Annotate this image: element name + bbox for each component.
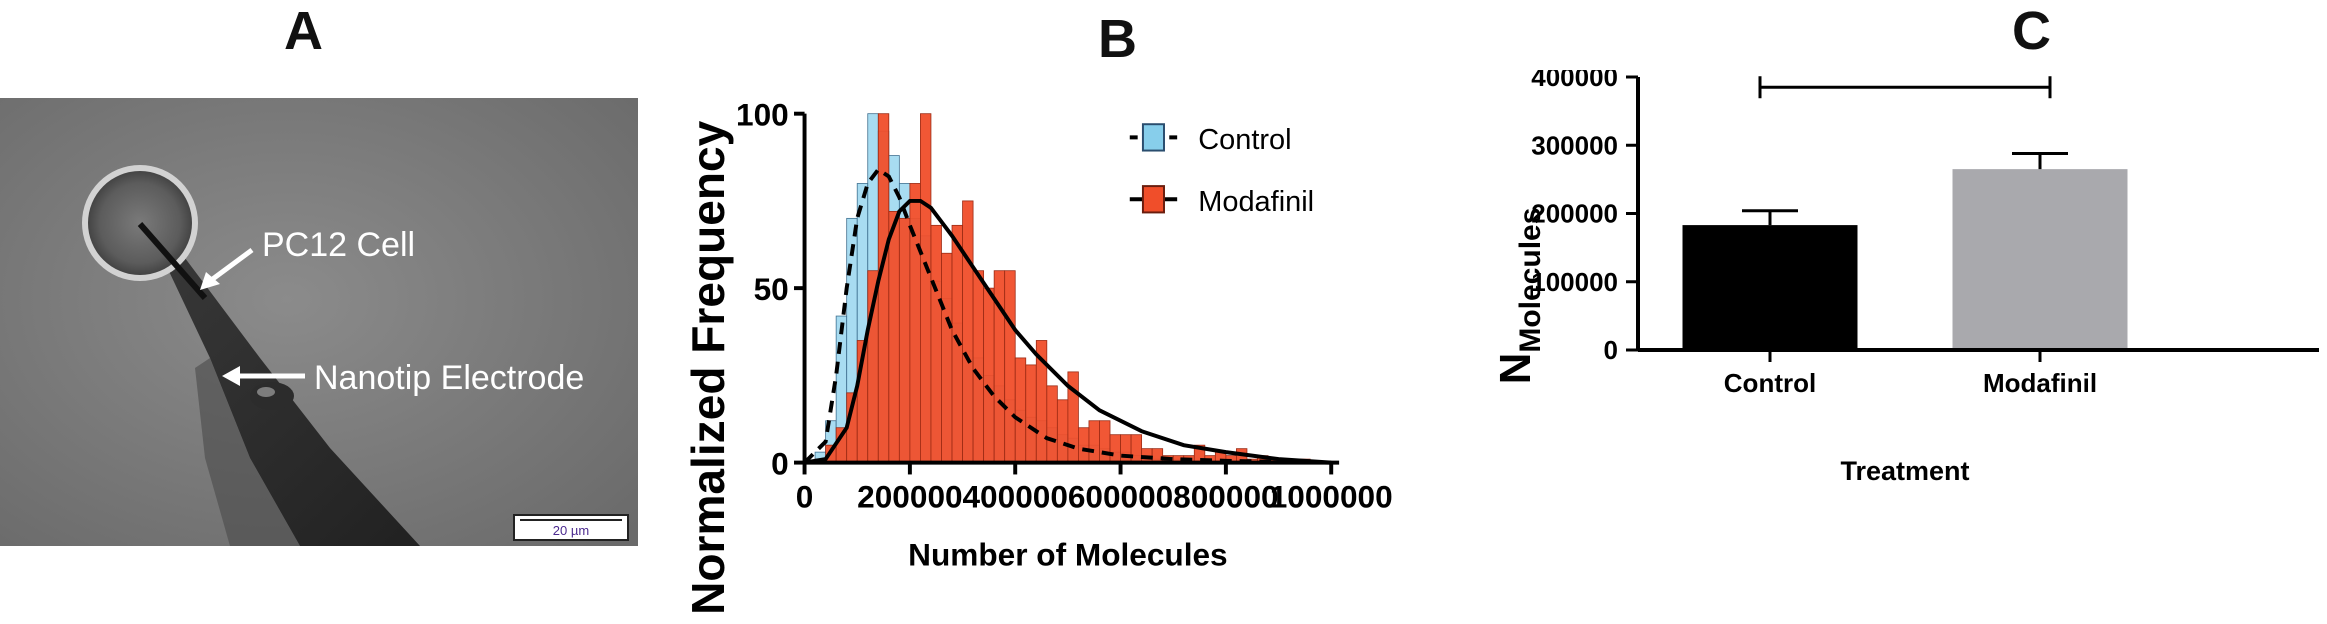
modafinil-bar — [888, 210, 900, 463]
nanotip-electrode — [140, 210, 420, 546]
modafinil-bar — [1120, 434, 1132, 463]
cell-arrow-head — [200, 272, 220, 290]
legend: Control Modafinil — [1129, 123, 1314, 218]
y-tick-label: 100 — [736, 97, 789, 133]
modafinil-bar — [1056, 399, 1069, 463]
y-tick-label: 400000 — [1531, 70, 1618, 92]
y-axis-title: NMolecules — [1491, 208, 1547, 385]
pc12-cell-body — [88, 171, 192, 275]
y-tick-label: 50 — [754, 271, 789, 307]
panel-label-a: A — [284, 1, 323, 61]
x-axis-title: Treatment — [1840, 456, 1969, 486]
electrode-tip — [137, 222, 208, 300]
x-tick-label: 800000 — [1173, 478, 1278, 514]
legend-modafinil-label: Modafinil — [1198, 186, 1314, 218]
x-axis-title: Number of Molecules — [908, 536, 1228, 572]
modafinil-bar — [877, 113, 890, 463]
modafinil-bar — [962, 200, 974, 463]
electrode-bulge — [250, 382, 294, 410]
electrode-shadow — [195, 358, 300, 546]
y-axis-title-subscript: Molecules — [1514, 208, 1547, 353]
y-tick-label: 100000 — [1531, 267, 1618, 297]
legend-modafinil-swatch — [1141, 185, 1165, 214]
x-tick-label: 600000 — [1068, 478, 1173, 514]
scale-bar-label: 20 µm — [553, 523, 589, 538]
modafinil-bar — [898, 217, 911, 463]
modafinil-bar — [1151, 448, 1164, 463]
x-tick-label: Modafinil — [1983, 368, 2097, 398]
electrode-arrow-head — [222, 366, 240, 386]
modafinil-bar — [983, 287, 995, 463]
modafinil-bar — [1078, 427, 1090, 463]
fit-curves — [803, 166, 1332, 465]
modafinil-bar — [1099, 420, 1111, 463]
modafinil-bar — [1004, 270, 1016, 463]
bar-group — [1682, 151, 2128, 350]
x-tick-label: Control — [1724, 368, 1816, 398]
modafinil-fit-curve — [804, 198, 1332, 465]
modafinil-bar — [1046, 385, 1058, 463]
y-axis-title-main: N — [1491, 353, 1540, 385]
x-tick-label: 200000 — [857, 478, 962, 514]
x-tick-label: 400000 — [962, 478, 1067, 514]
modafinil-bar — [1952, 169, 2128, 350]
pc12-cell-label: PC12 Cell — [262, 226, 415, 264]
legend-control-label: Control — [1198, 124, 1291, 156]
legend-control-swatch — [1141, 123, 1165, 152]
panel-label-c: C — [2012, 1, 2051, 61]
y-tick-label: 300000 — [1531, 130, 1618, 160]
y-tick-label: 0 — [771, 445, 789, 481]
y-tick-label: 0 — [1604, 335, 1618, 365]
micrograph-image: PC12 Cell Nanotip Electrode 20 µm — [0, 98, 638, 546]
modafinil-bar — [920, 113, 932, 463]
y-tick-label: 200000 — [1531, 199, 1618, 229]
modafinil-bar — [1088, 420, 1100, 463]
panel-label-b: B — [1098, 9, 1137, 69]
significance-star: * — [1898, 70, 1912, 85]
modafinil-bar — [1025, 364, 1037, 463]
modafinil-bar — [1014, 357, 1027, 463]
x-tick-label: 0 — [796, 478, 814, 514]
modafinil-bar — [930, 224, 942, 463]
modafinil-bar — [972, 270, 985, 463]
control-bar — [1682, 225, 1858, 350]
y-axis-title: Normalized Frequency — [690, 120, 734, 615]
significance-bracket: * — [1758, 70, 2052, 99]
modafinil-bar — [1130, 434, 1143, 463]
bar-chart: 0 100000 200000 300000 400000 Control Modafini… — [1491, 70, 2319, 486]
axis-ticks: 0 100000 200000 300000 400000 Control Modafini… — [1531, 70, 2097, 398]
electrode-bulge-highlight — [257, 387, 275, 397]
modafinil-bar — [1109, 434, 1121, 463]
modafinil-bar — [941, 252, 953, 463]
x-tick-label: 1000000 — [1270, 478, 1393, 514]
cell-arrow — [208, 247, 254, 284]
nanotip-electrode-label: Nanotip Electrode — [314, 359, 584, 397]
control-fit-curve — [803, 166, 1332, 465]
